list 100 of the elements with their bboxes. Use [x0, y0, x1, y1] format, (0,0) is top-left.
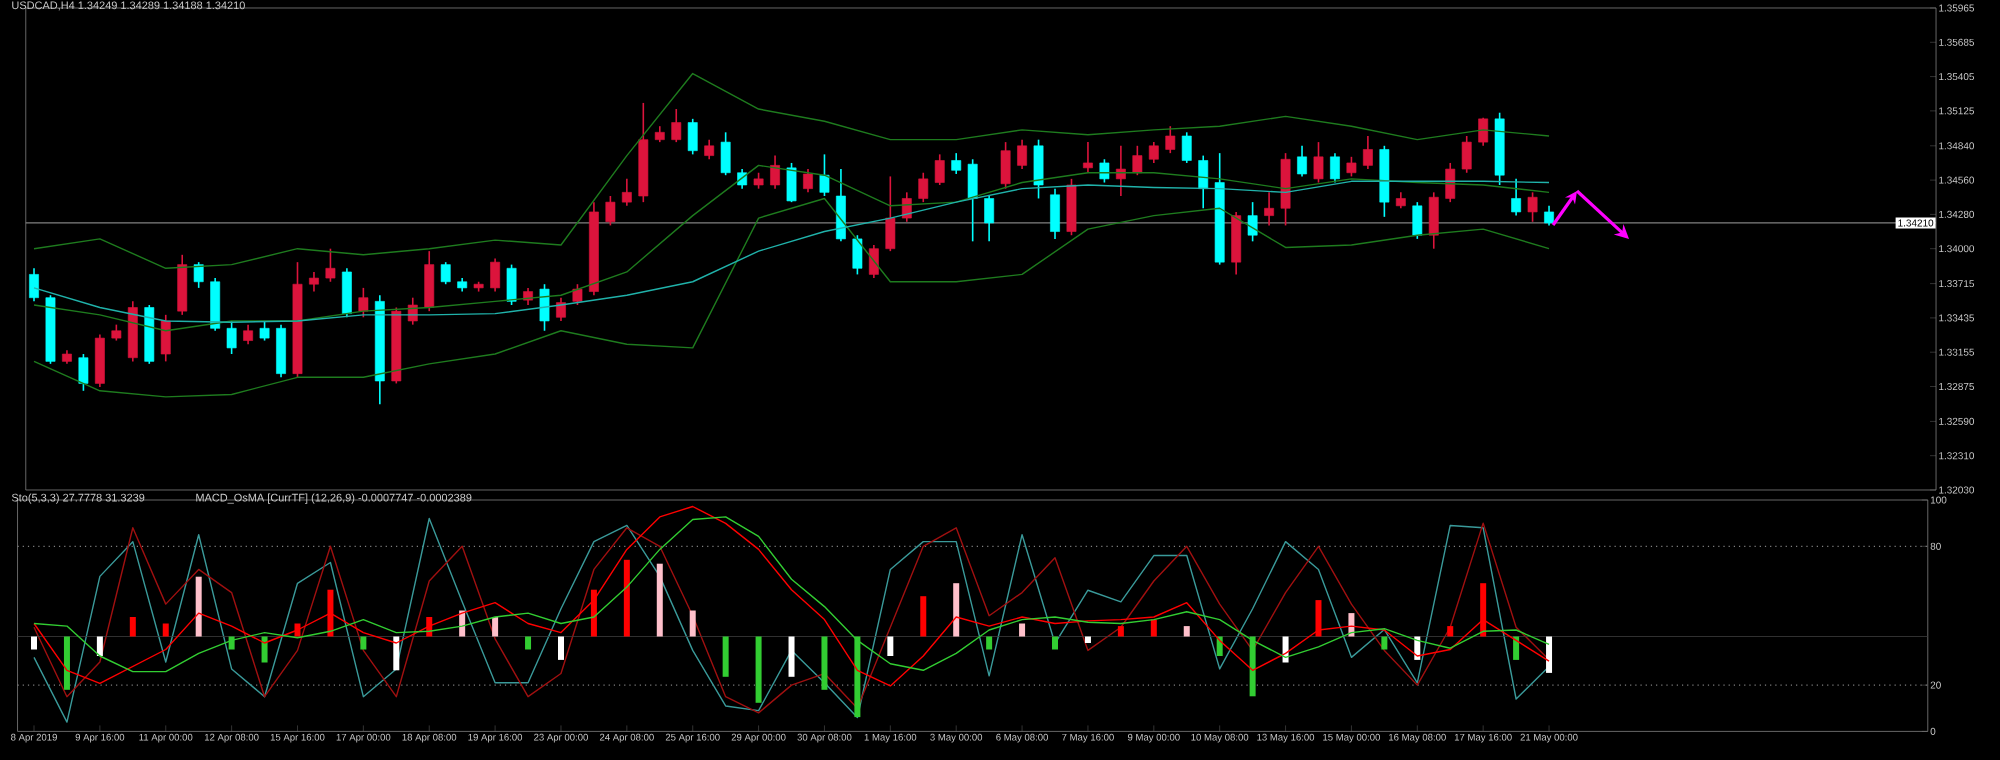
- bar: [1117, 626, 1124, 637]
- candlestick: [1428, 191, 1439, 250]
- candlestick: [243, 323, 253, 346]
- candlestick: [1099, 158, 1110, 184]
- candlestick: [1511, 178, 1522, 217]
- bar: [1480, 583, 1487, 637]
- bar: [656, 563, 663, 637]
- bar: [1546, 636, 1553, 673]
- candlestick: [325, 247, 336, 283]
- candlestick: [868, 244, 879, 279]
- bar: [1052, 636, 1059, 650]
- bar: [557, 636, 564, 660]
- candlestick: [556, 296, 566, 322]
- bar: [327, 589, 334, 637]
- candlestick: [1198, 154, 1209, 210]
- candlestick: [1330, 152, 1340, 184]
- bar: [261, 636, 268, 663]
- candlestick: [1445, 162, 1456, 203]
- bar: [31, 636, 38, 650]
- candlestick: [984, 195, 995, 243]
- bar: [162, 623, 169, 637]
- bar: [986, 636, 993, 650]
- candlestick: [803, 168, 813, 194]
- candlestick: [1346, 156, 1357, 178]
- candlestick: [177, 254, 188, 316]
- candlestick: [1544, 205, 1554, 227]
- candlestick: [1132, 145, 1143, 176]
- candlestick: [1412, 201, 1423, 240]
- bar: [722, 636, 729, 677]
- bar: [953, 583, 960, 637]
- candlestick: [226, 320, 237, 355]
- bar: [920, 596, 927, 637]
- candlestick: [1083, 141, 1093, 174]
- bar: [1150, 619, 1157, 637]
- candlestick: [506, 263, 517, 306]
- candlestick: [358, 287, 369, 319]
- candlestick: [605, 195, 616, 227]
- candlestick: [424, 250, 435, 312]
- candlestick: [1527, 191, 1538, 223]
- candlestick: [1148, 141, 1159, 164]
- candlestick: [276, 323, 286, 379]
- candlestick: [770, 154, 780, 190]
- candlestick: [934, 153, 945, 186]
- candlestick: [572, 283, 583, 306]
- candlestick: [918, 171, 929, 203]
- bar: [1447, 626, 1454, 637]
- candlestick: [1461, 135, 1472, 174]
- candlestick: [1247, 201, 1258, 243]
- candlestick: [210, 277, 221, 332]
- bar: [821, 636, 828, 690]
- candlestick: [94, 333, 105, 388]
- candlestick: [819, 153, 830, 197]
- candlestick: [1231, 211, 1242, 276]
- candlestick: [621, 178, 632, 207]
- bar: [1084, 636, 1091, 643]
- bar: [96, 636, 103, 656]
- candlestick: [1066, 178, 1077, 237]
- candlestick: [1362, 135, 1373, 170]
- candlestick: [967, 158, 978, 243]
- candlestick: [885, 175, 896, 252]
- bar: [393, 636, 400, 671]
- bar: [1315, 600, 1322, 637]
- candlestick: [951, 152, 962, 175]
- candlestick: [440, 261, 451, 286]
- candlestick: [1165, 125, 1176, 154]
- candlestick: [704, 138, 715, 161]
- candlestick: [1033, 138, 1044, 200]
- bar: [492, 617, 499, 637]
- candlestick: [539, 283, 550, 332]
- bar: [129, 617, 136, 637]
- candlestick: [78, 353, 89, 392]
- bar: [1183, 626, 1190, 637]
- candlestick: [309, 271, 319, 293]
- candlestick: [1017, 138, 1027, 170]
- candlestick: [1000, 141, 1011, 190]
- candlestick: [1478, 116, 1489, 147]
- candlestick: [193, 261, 204, 289]
- candlestick: [1313, 141, 1324, 184]
- line-series: [33, 72, 1550, 269]
- bar: [1381, 636, 1388, 650]
- candlestick: [836, 168, 846, 243]
- candlestick: [720, 131, 731, 176]
- bar: [360, 636, 367, 650]
- candlestick: [1115, 145, 1126, 197]
- bar: [788, 636, 795, 677]
- candlestick: [259, 320, 270, 342]
- candlestick: [490, 257, 501, 293]
- candlestick: [671, 108, 682, 143]
- bar: [63, 636, 70, 690]
- candlestick: [29, 267, 39, 303]
- bar: [1513, 636, 1520, 660]
- candlestick: [1181, 131, 1192, 164]
- candlestick: [1297, 145, 1307, 178]
- candlestick: [852, 234, 863, 276]
- bar: [195, 576, 202, 637]
- bar: [590, 589, 597, 637]
- bar: [525, 636, 532, 650]
- candlestick: [1050, 187, 1060, 240]
- bar: [1019, 623, 1026, 637]
- candlestick: [160, 314, 171, 363]
